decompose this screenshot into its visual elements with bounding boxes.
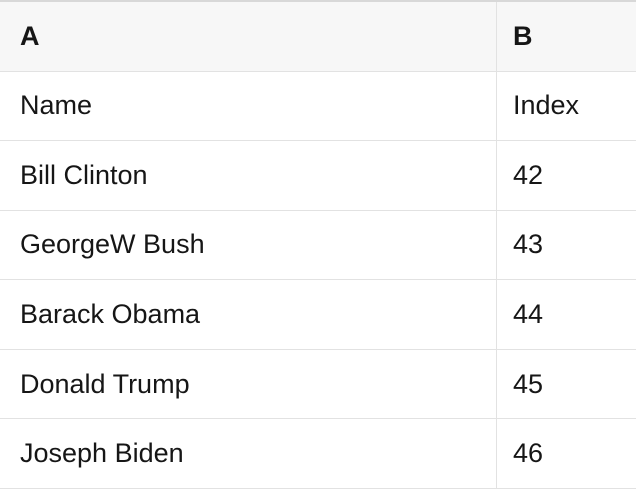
table-row: Joseph Biden 46 <box>0 419 636 489</box>
cell-index[interactable]: 42 <box>513 159 544 190</box>
column-header-row: A B <box>0 2 636 72</box>
table-row: GeorgeW Bush 43 <box>0 210 636 281</box>
column-header-b-label: B <box>513 20 533 51</box>
column-header-a[interactable]: A <box>0 2 497 71</box>
cell-index[interactable]: 43 <box>513 229 544 260</box>
cell-name[interactable]: GeorgeW Bush <box>0 210 497 280</box>
cell-index[interactable]: 46 <box>513 438 544 469</box>
cell-index[interactable]: 45 <box>513 368 544 399</box>
cell-name[interactable]: Joseph Biden <box>0 419 497 488</box>
table-row: Barack Obama 44 <box>0 280 636 350</box>
table-row: Bill Clinton 42 <box>0 141 636 211</box>
table-row: Donald Trump 45 <box>0 349 636 420</box>
cell-name[interactable]: Barack Obama <box>0 280 497 349</box>
column-header-b[interactable]: B <box>497 2 636 71</box>
table-row: Name Index <box>0 71 636 142</box>
cell-name[interactable]: Name <box>0 71 497 141</box>
table-body: Name Index Bill Clinton 42 GeorgeW Bush … <box>0 71 636 489</box>
column-header-a-label: A <box>20 20 40 51</box>
cell-name[interactable]: Donald Trump <box>0 349 497 419</box>
cell-index[interactable]: 44 <box>513 299 544 330</box>
cell-name[interactable]: Bill Clinton <box>0 141 497 210</box>
cell-index[interactable]: Index <box>513 90 580 121</box>
